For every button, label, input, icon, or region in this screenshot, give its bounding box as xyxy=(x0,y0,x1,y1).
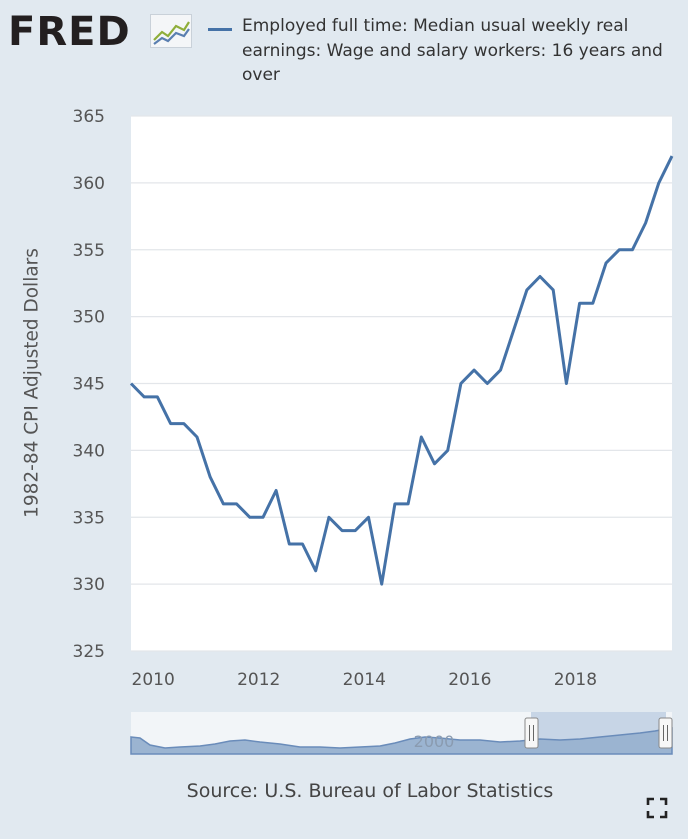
source-note: Source: U.S. Bureau of Labor Statistics xyxy=(186,780,554,802)
y-tick-label: 365 xyxy=(73,107,105,127)
navigator-handle-left[interactable] xyxy=(524,717,539,749)
x-tick-label: 2018 xyxy=(554,670,597,690)
y-axis-ticks: 325 330 335 340 345 350 355 360 365 xyxy=(73,107,105,662)
fred-graph-icon xyxy=(150,14,192,48)
y-tick-label: 330 xyxy=(73,575,105,595)
x-tick-label: 2010 xyxy=(132,670,175,690)
line-chart: 325 330 335 340 345 350 355 360 365 2010 2012 2014… xyxy=(73,107,674,755)
y-tick-label: 360 xyxy=(73,174,105,194)
legend-series-name: Employed full time: Median usual weekly … xyxy=(242,16,663,85)
range-navigator[interactable]: 2000 xyxy=(130,712,673,755)
y-tick-label: 340 xyxy=(73,441,105,461)
expand-fullscreen-icon[interactable] xyxy=(646,797,668,819)
x-tick-label: 2014 xyxy=(343,670,386,690)
x-axis-ticks: 2010 2012 2014 2016 2018 xyxy=(132,670,598,690)
gridlines xyxy=(131,115,672,652)
y-tick-label: 350 xyxy=(73,308,105,328)
navigator-handle-right[interactable] xyxy=(658,717,673,749)
x-tick-label: 2016 xyxy=(448,670,491,690)
series-line[interactable] xyxy=(129,155,674,586)
chart-header: FRED Employed full time: Median usual we… xyxy=(0,0,688,100)
y-tick-label: 355 xyxy=(73,241,105,261)
y-tick-label: 325 xyxy=(73,642,105,662)
x-tick-label: 2012 xyxy=(237,670,280,690)
y-tick-label: 345 xyxy=(73,375,105,395)
fred-logo[interactable]: FRED xyxy=(8,9,131,55)
navigator-tick-label: 2000 xyxy=(414,732,455,751)
y-tick-label: 335 xyxy=(73,508,105,528)
legend-swatch xyxy=(208,28,232,31)
